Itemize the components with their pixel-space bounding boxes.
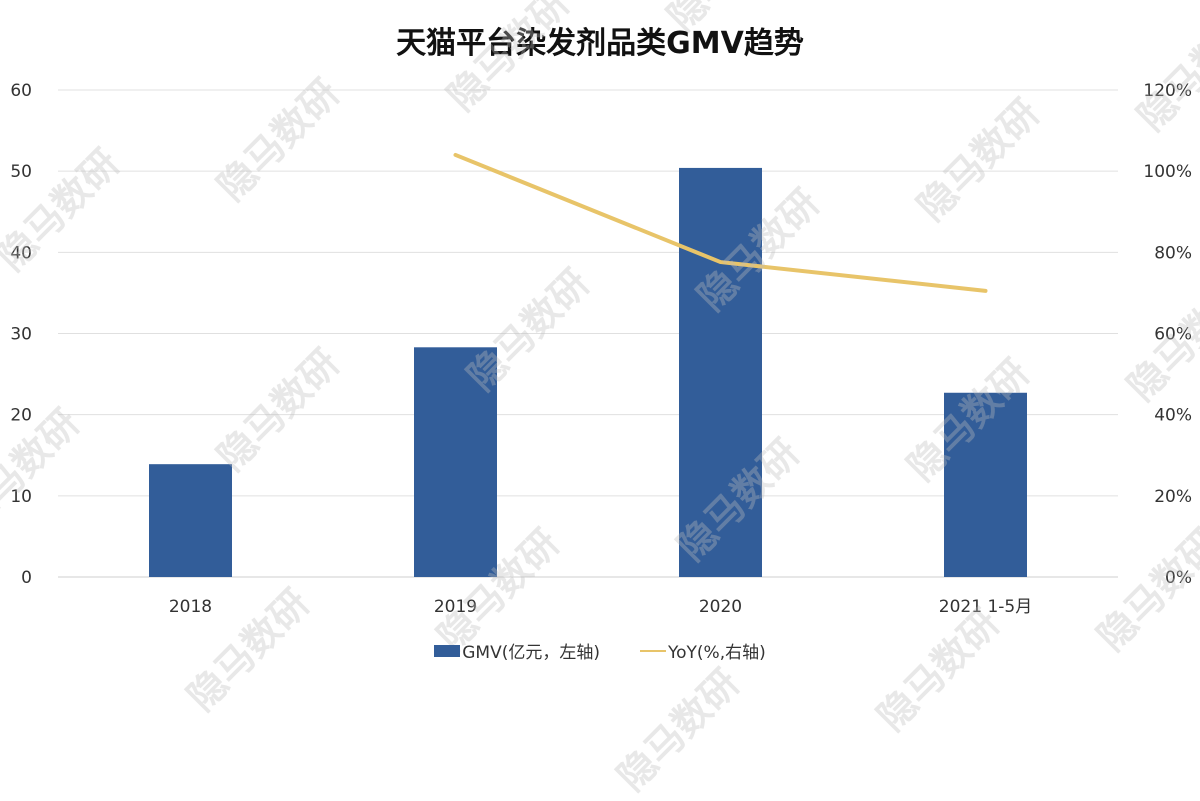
right-tick-label: 100%	[1143, 162, 1192, 182]
bar-gmv-2020	[679, 168, 762, 577]
watermark-text: 隐马数研	[603, 654, 749, 800]
legend-item-yoy: YoY(%,右轴)	[640, 638, 766, 663]
legend: GMV(亿元，左轴) YoY(%,右轴)	[0, 638, 1200, 663]
left-tick-label: 0	[21, 568, 32, 588]
left-tick-label: 20	[10, 406, 32, 426]
x-tick-label: 2020	[699, 597, 742, 617]
x-tick-label: 2019	[434, 597, 477, 617]
right-tick-label: 80%	[1154, 243, 1192, 263]
left-tick-label: 50	[10, 162, 32, 182]
legend-swatch-gmv	[434, 645, 460, 657]
right-tick-label: 60%	[1154, 325, 1192, 345]
right-tick-label: 40%	[1154, 406, 1192, 426]
x-tick-label: 2021 1-5月	[939, 597, 1032, 617]
right-tick-label: 20%	[1154, 487, 1192, 507]
left-tick-label: 40	[10, 243, 32, 263]
right-tick-label: 0%	[1165, 568, 1192, 588]
legend-item-gmv: GMV(亿元，左轴)	[434, 638, 600, 663]
legend-label-gmv: GMV(亿元，左轴)	[462, 638, 600, 663]
right-tick-label: 120%	[1143, 81, 1192, 101]
left-tick-label: 60	[10, 81, 32, 101]
chart-area: 0 10 20 30 40 50 60 0% 20% 40% 60% 80% 100% 120% 2018 2…	[0, 0, 1200, 675]
left-tick-label: 10	[10, 487, 32, 507]
legend-label-yoy: YoY(%,右轴)	[668, 638, 766, 663]
x-tick-label: 2018	[169, 597, 212, 617]
left-tick-label: 30	[10, 325, 32, 345]
bar-gmv-2021 1-5月	[944, 393, 1027, 577]
bar-gmv-2019	[414, 347, 497, 577]
bar-gmv-2018	[149, 464, 232, 577]
legend-swatch-yoy	[640, 650, 666, 652]
